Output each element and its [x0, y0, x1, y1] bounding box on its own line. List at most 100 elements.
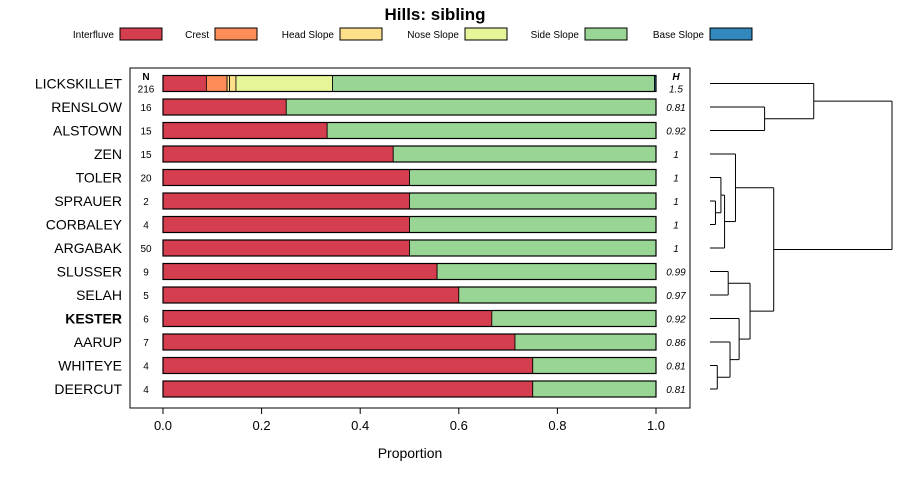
- bar-lickskillet-head-slope: [229, 75, 237, 92]
- h-value-selah: 0.97: [666, 291, 686, 302]
- legend-swatch-base-slope: [709, 27, 753, 41]
- row-label-whiteye: WHITEYE: [58, 358, 122, 374]
- bar-whiteye-interfluve: [162, 357, 534, 374]
- bar-sprauer-interfluve: [162, 192, 410, 210]
- h-header: H: [672, 72, 680, 83]
- bar-kester-interfluve: [162, 310, 493, 327]
- x-tick-label: 0.0: [154, 418, 172, 433]
- bar-renslow-side-slope: [285, 98, 657, 116]
- bar-outline-deercut: [162, 380, 657, 398]
- bar-alstown-side-slope: [326, 122, 657, 139]
- legend-label-head-slope: Head Slope: [282, 30, 335, 41]
- legend-swatch-interfluve: [119, 27, 163, 41]
- row-label-lickskillet: LICKSKILLET: [35, 76, 123, 92]
- h-value-renslow: 0.81: [666, 103, 685, 114]
- h-value-zen: 1: [673, 150, 679, 161]
- bar-slusser-interfluve: [162, 263, 438, 280]
- bar-lickskillet-nose-slope: [235, 75, 333, 92]
- n-value-toler: 20: [140, 174, 152, 185]
- n-value-aarup: 7: [143, 338, 149, 349]
- n-value-slusser: 9: [143, 268, 149, 279]
- h-value-corbaley: 1: [673, 221, 679, 232]
- bar-deercut-interfluve: [162, 380, 534, 398]
- x-axis-title: Proportion: [378, 445, 443, 461]
- n-value-deercut: 4: [143, 385, 149, 396]
- row-label-aarup: AARUP: [74, 334, 122, 350]
- bar-argabak-interfluve: [162, 239, 410, 257]
- n-value-argabak: 50: [140, 244, 152, 255]
- bar-toler-side-slope: [409, 169, 657, 186]
- x-tick-label: 0.4: [351, 418, 369, 433]
- x-tick-label: 0.6: [450, 418, 468, 433]
- legend-label-crest: Crest: [185, 30, 209, 41]
- row-label-slusser: SLUSSER: [57, 264, 122, 280]
- bar-kester-side-slope: [491, 310, 657, 327]
- h-value-whiteye: 0.81: [666, 362, 685, 373]
- column-headers: N H: [142, 72, 680, 83]
- row-label-sprauer: SPRAUER: [54, 193, 122, 209]
- chart-title: Hills: sibling: [384, 5, 485, 24]
- h-value-alstown: 0.92: [666, 127, 686, 138]
- row-label-zen: ZEN: [94, 146, 122, 162]
- bar-argabak-side-slope: [409, 239, 657, 257]
- dendrogram: [710, 83, 893, 390]
- x-axis: 0.0 0.2 0.4 0.6 0.8 1.0: [154, 408, 665, 433]
- n-value-whiteye: 4: [143, 362, 149, 373]
- bar-outline-corbaley: [162, 215, 657, 234]
- row-label-argabak: ARGABAK: [54, 240, 122, 256]
- n-value-sprauer: 2: [143, 197, 149, 208]
- h-value-kester: 0.92: [666, 315, 686, 326]
- h-value-toler: 1: [673, 174, 679, 185]
- n-value-renslow: 16: [140, 103, 152, 114]
- plot-frame: [129, 67, 691, 409]
- bar-selah-side-slope: [458, 286, 657, 304]
- legend-label-interfluve: Interfluve: [73, 30, 115, 41]
- row-label-deercut: DEERCUT: [54, 381, 122, 397]
- bar-whiteye-side-slope: [532, 357, 657, 374]
- n-value-alstown: 15: [140, 127, 152, 138]
- bar-lickskillet-interfluve: [162, 75, 207, 92]
- x-tick-label: 0.8: [548, 418, 566, 433]
- bar-outline-lickskillet: [162, 74, 657, 93]
- n-value-corbaley: 4: [143, 221, 149, 232]
- bar-aarup-interfluve: [162, 333, 516, 351]
- h-value-sprauer: 1: [673, 197, 679, 208]
- bar-slusser-side-slope: [436, 263, 657, 280]
- h-value-argabak: 1: [673, 244, 679, 255]
- bar-aarup-side-slope: [514, 333, 657, 351]
- legend: Interfluve Crest Head Slope Nose Slope Side …: [73, 27, 753, 41]
- row-label-kester: KESTER: [65, 311, 122, 327]
- h-value-slusser: 0.99: [666, 268, 686, 279]
- bar-outline-renslow: [162, 98, 657, 116]
- bar-corbaley-interfluve: [162, 216, 410, 233]
- bar-outline-selah: [162, 286, 657, 304]
- bar-deercut-side-slope: [532, 380, 657, 398]
- bar-toler-interfluve: [162, 169, 410, 186]
- bar-zen-interfluve: [162, 145, 394, 163]
- bar-outline-slusser: [162, 262, 657, 281]
- row-label-alstown: ALSTOWN: [53, 123, 122, 139]
- legend-label-side-slope: Side Slope: [531, 30, 580, 41]
- legend-label-base-slope: Base Slope: [653, 30, 705, 41]
- bar-outline-aarup: [162, 333, 657, 351]
- bar-outline-kester: [162, 309, 657, 328]
- x-tick-label: 0.2: [253, 418, 271, 433]
- legend-swatch-nose-slope: [464, 27, 508, 41]
- legend-swatch-head-slope: [339, 27, 383, 41]
- n-value-selah: 5: [143, 291, 149, 302]
- n-header: N: [142, 72, 149, 83]
- legend-label-nose-slope: Nose Slope: [407, 30, 459, 41]
- row-label-selah: SELAH: [76, 287, 122, 303]
- bar-lickskillet-crest: [205, 75, 228, 92]
- h-value-deercut: 0.81: [666, 385, 685, 396]
- bar-corbaley-side-slope: [409, 216, 657, 233]
- bar-outline-sprauer: [162, 192, 657, 210]
- bar-renslow-interfluve: [162, 98, 287, 116]
- h-value-aarup: 0.86: [666, 338, 686, 349]
- bar-outline-argabak: [162, 239, 657, 257]
- bar-outline-whiteye: [162, 356, 657, 375]
- bar-selah-interfluve: [162, 286, 460, 304]
- h-value-lickskillet: 1.5: [669, 85, 683, 96]
